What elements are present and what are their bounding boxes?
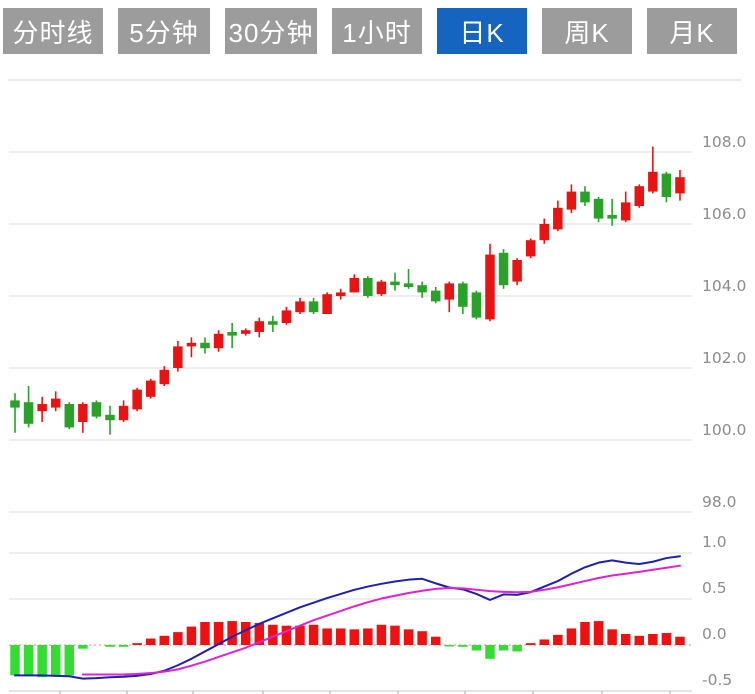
macd-panel xyxy=(10,555,685,680)
svg-text:106.0: 106.0 xyxy=(702,205,746,223)
svg-text:102.0: 102.0 xyxy=(702,349,746,367)
svg-text:100.0: 100.0 xyxy=(702,421,746,439)
tab-daily-k[interactable]: 日K xyxy=(437,8,527,54)
svg-text:0.5: 0.5 xyxy=(702,579,727,597)
svg-text:98.0: 98.0 xyxy=(702,493,737,511)
tab-5min[interactable]: 5分钟 xyxy=(118,8,210,54)
svg-text:104.0: 104.0 xyxy=(702,277,746,295)
period-tabbar: 分时线 5分钟 30分钟 1小时 日K 周K 月K xyxy=(3,8,737,54)
svg-text:-0.5: -0.5 xyxy=(702,671,732,689)
candlestick-panel xyxy=(10,146,685,435)
svg-text:1.0: 1.0 xyxy=(702,533,727,551)
svg-text:0.0: 0.0 xyxy=(702,625,727,643)
tab-monthly-k[interactable]: 月K xyxy=(647,8,737,54)
y-axis-labels: 108.0 106.0 104.0 102.0 100.0 98.0 1.0 0.5 0.0 -0… xyxy=(702,133,746,689)
tab-weekly-k[interactable]: 周K xyxy=(542,8,632,54)
tab-1hour[interactable]: 1小时 xyxy=(332,8,422,54)
tab-minute-line[interactable]: 分时线 xyxy=(3,8,103,54)
gridlines xyxy=(8,79,741,694)
svg-text:108.0: 108.0 xyxy=(702,133,746,151)
tab-30min[interactable]: 30分钟 xyxy=(225,8,317,54)
